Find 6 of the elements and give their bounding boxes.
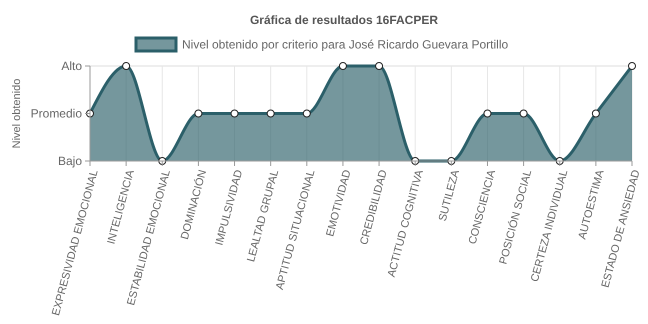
text: Promedio [30, 106, 82, 121]
text: Alto [61, 59, 82, 74]
legend-label: Nivel obtenido por criterio para José Ricardo Guevara Portillo [182, 38, 508, 52]
y-axis-title: Nivel obtenido [11, 78, 23, 148]
chart-title: Gráfica de resultados 16FACPER [250, 13, 438, 27]
text: Bajo [58, 154, 82, 168]
